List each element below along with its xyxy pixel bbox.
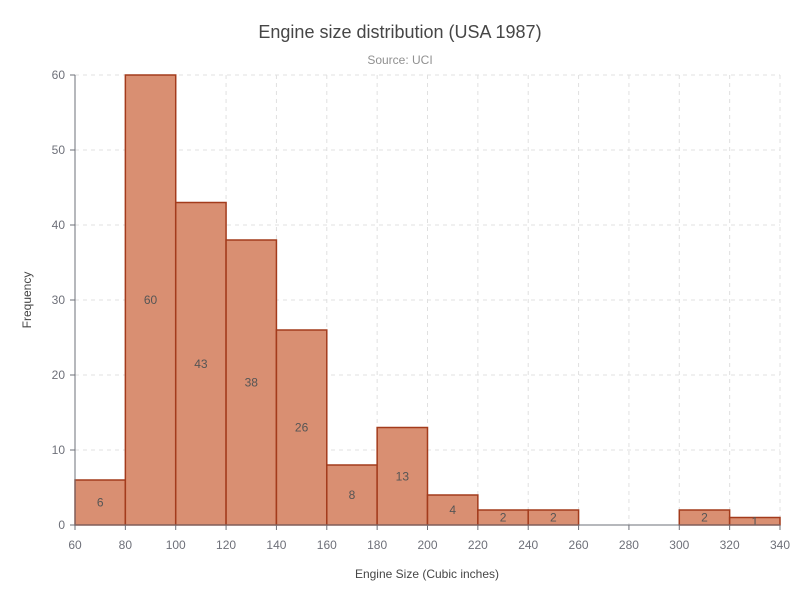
x-tick-label: 120 — [216, 538, 236, 552]
y-tick-label: 10 — [52, 443, 66, 457]
bar-value-label: 2 — [500, 511, 507, 525]
x-tick-label: 140 — [266, 538, 286, 552]
histogram-bar — [275, 329, 328, 526]
y-axis-label: Frequency — [20, 272, 34, 329]
bar-value-label: 26 — [295, 421, 309, 435]
x-tick-label: 320 — [720, 538, 740, 552]
x-tick-label: 340 — [770, 538, 790, 552]
y-tick-label: 0 — [58, 518, 65, 532]
bar-value-label: 8 — [349, 488, 356, 502]
bar-value-label: 43 — [194, 357, 208, 371]
y-tick-label: 60 — [52, 68, 66, 82]
histogram-bar — [376, 426, 429, 526]
x-tick-label: 100 — [166, 538, 186, 552]
histogram-bar — [174, 201, 227, 526]
x-tick-label: 180 — [367, 538, 387, 552]
chart-title: Engine size distribution (USA 1987) — [258, 22, 541, 42]
x-axis-ticks: 60 80 100 120 140 160 180 200 220 240 260 280 300 320… — [68, 525, 790, 552]
bar-value-label: 1 — [751, 514, 758, 528]
x-axis-label: Engine Size (Cubic inches) — [355, 567, 499, 581]
x-tick-label: 200 — [417, 538, 437, 552]
x-tick-label: 80 — [119, 538, 133, 552]
x-tick-label: 240 — [518, 538, 538, 552]
bar-value-label: 6 — [97, 496, 104, 510]
histogram-bar — [124, 74, 177, 526]
x-tick-label: 300 — [669, 538, 689, 552]
chart-subtitle: Source: UCI — [367, 53, 432, 67]
histogram-bar — [326, 464, 378, 526]
y-tick-label: 40 — [52, 218, 66, 232]
bar-value-label: 2 — [701, 511, 708, 525]
x-tick-label: 260 — [569, 538, 589, 552]
y-tick-label: 50 — [52, 143, 66, 157]
y-tick-label: 20 — [52, 368, 66, 382]
x-tick-label: 160 — [317, 538, 337, 552]
grid-lines — [75, 74, 781, 525]
y-tick-label: 30 — [52, 293, 66, 307]
bar-value-label: 2 — [550, 511, 557, 525]
x-tick-label: 280 — [619, 538, 639, 552]
bar-value-label: 4 — [449, 503, 456, 517]
bar-value-label: 38 — [245, 376, 259, 390]
bar-value-label: 13 — [396, 469, 410, 483]
bar-value-label: 60 — [144, 293, 158, 307]
histogram-bars: 6 60 43 38 26 8 13 4 2 2 2 1 — [74, 74, 781, 528]
x-tick-label: 60 — [68, 538, 82, 552]
x-tick-label: 220 — [468, 538, 488, 552]
y-axis-ticks: 0 10 20 30 40 50 60 — [52, 68, 75, 532]
